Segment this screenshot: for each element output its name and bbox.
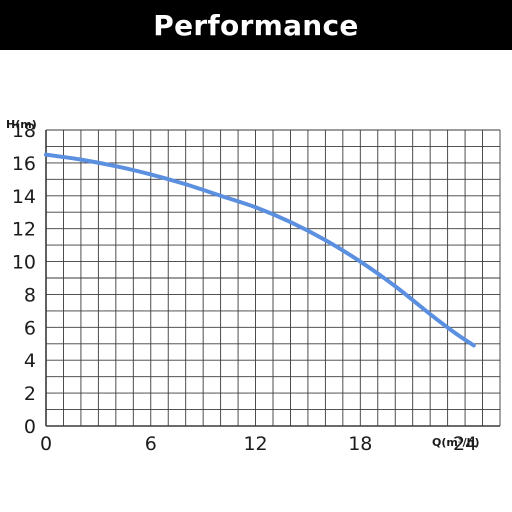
y-tick-label: 4: [24, 350, 36, 372]
y-tick-label: 16: [12, 153, 36, 175]
y-tick-label: 8: [24, 284, 36, 306]
x-axis-label: Q(m³/h): [432, 436, 480, 449]
grid: [45, 129, 501, 427]
x-tick-label: 6: [145, 433, 157, 455]
title-banner: Performance: [0, 0, 512, 50]
y-tick-label: 2: [24, 383, 36, 405]
x-tick-label: 12: [243, 433, 267, 455]
y-tick-label: 10: [12, 252, 36, 274]
y-tick-label: 14: [12, 186, 36, 208]
y-tick-label: 18: [12, 120, 36, 142]
y-tick-label: 0: [24, 416, 36, 438]
y-tick-label: 6: [24, 317, 36, 339]
x-tick-label: 24: [453, 433, 477, 455]
y-axis-label: H(m): [6, 118, 37, 131]
x-tick-label: 18: [348, 433, 372, 455]
chart-title: Performance: [153, 8, 359, 42]
x-tick-labels: 0 6 12 18 24: [40, 433, 477, 455]
y-tick-labels: 0 2 4 6 8 10 12 14 16 18: [12, 120, 36, 438]
series-line: [44, 152, 476, 348]
y-tick-label: 12: [12, 219, 36, 241]
x-tick-label: 0: [40, 433, 52, 455]
